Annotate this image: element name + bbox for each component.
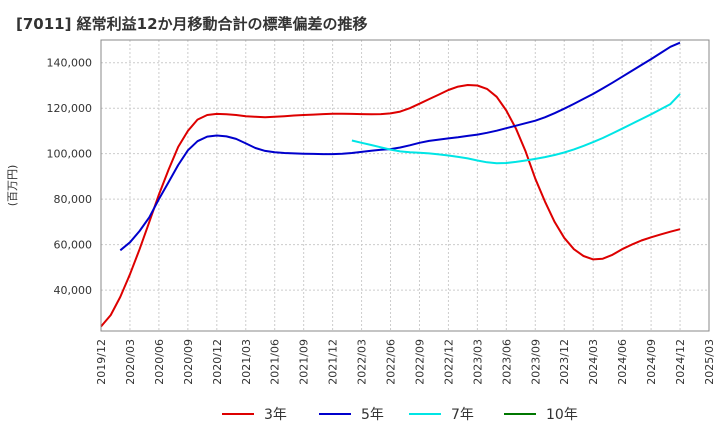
plot-frame [100,39,710,332]
x-tick-label: 2023/12 [558,339,571,385]
x-tick-label: 2023/03 [471,339,484,385]
x-tick-label: 2024/12 [674,339,687,385]
x-tick-label: 2022/03 [356,339,369,385]
x-tick-label: 2022/12 [442,339,455,385]
series-line-0 [100,84,681,328]
x-tick-label: 2021/12 [327,339,340,385]
x-tick-label: 2021/06 [269,339,282,385]
series-line-2 [351,93,681,165]
x-tick-label: 2020/12 [211,339,224,385]
x-tick-label: 2023/06 [500,339,513,385]
x-tick-label: 2021/03 [240,339,253,385]
series-lines [100,41,681,328]
legend: 3年 5年 7年 10年 [222,407,578,423]
x-tick-label: 2024/06 [616,339,629,385]
x-tick-label: 2025/03 [703,339,716,385]
x-tick-label: 2020/09 [182,339,195,385]
x-tick-label: 2020/06 [153,339,166,385]
legend-label: 7年 [451,407,474,423]
x-tick-label: 2021/09 [298,339,311,385]
series-line-1 [119,41,681,252]
x-tick-label: 2024/03 [587,339,600,385]
y-tick-label: 100,000 [47,148,93,161]
x-tick-label: 2019/12 [95,339,108,385]
x-tick-label: 2020/03 [124,339,137,385]
legend-label: 10年 [546,407,578,423]
chart-title: [7011] 経常利益12か月移動合計の標準偏差の推移 [16,15,368,33]
legend-label: 3年 [264,407,287,423]
y-tick-label: 60,000 [54,239,93,252]
y-tick-label: 80,000 [54,193,93,206]
x-axis-ticks: 2019/12 2020/03 2020/06 2020/09 2020/12 2021/… [95,339,716,385]
y-tick-label: 40,000 [54,284,93,297]
x-tick-label: 2023/09 [529,339,542,385]
y-axis-ticks: 40,000 60,000 80,000 100,000 120,000 140,000 [47,57,93,297]
legend-label: 5年 [361,407,384,423]
y-tick-label: 120,000 [47,102,93,115]
y-tick-label: 140,000 [47,57,93,70]
grid-lines [100,40,710,331]
x-tick-label: 2022/06 [385,339,398,385]
x-tick-label: 2022/09 [413,339,426,385]
y-axis-title: (百万円) [6,165,19,207]
x-tick-label: 2024/09 [645,339,658,385]
